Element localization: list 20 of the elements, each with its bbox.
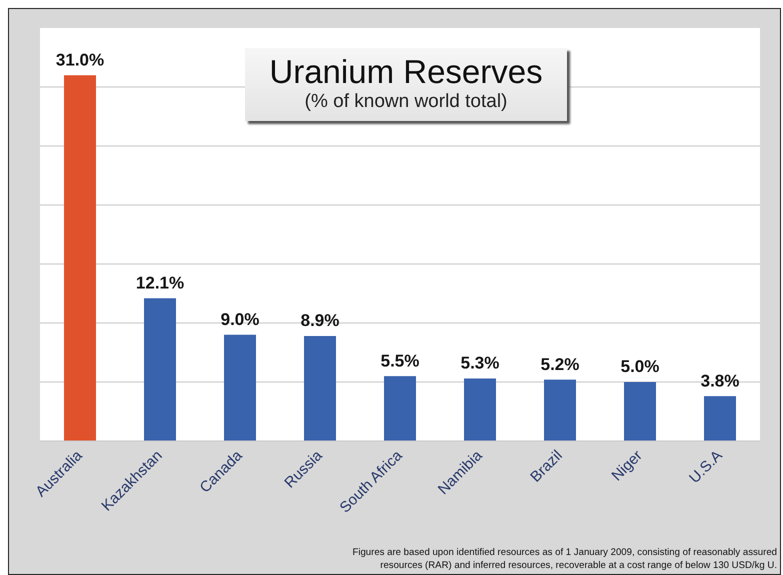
- bar: [704, 396, 736, 440]
- text: Figures are based upon identified resources as of 1 January 2009, consisting of reasonably assured resources (RAR) and inferred resources, recoverable at a cost range of below 130 USD/kg U.: [351, 546, 777, 572]
- bar: [464, 378, 496, 440]
- data-label: 12.1%: [136, 273, 184, 292]
- data-label: 5.2%: [540, 354, 580, 374]
- bar: [384, 376, 416, 440]
- bar: [624, 382, 656, 440]
- bar: [544, 380, 576, 440]
- bar: [64, 75, 96, 440]
- data-label: 5.0%: [620, 357, 660, 376]
- title-panel: Uranium Reserves (% of known world total): [245, 48, 567, 121]
- data-label: 5.3%: [460, 354, 500, 373]
- data-label: 9.0%: [220, 310, 260, 329]
- data-label: 8.9%: [300, 311, 340, 330]
- bar: [224, 334, 256, 440]
- bar: [304, 336, 336, 440]
- data-label: 3.8%: [700, 371, 740, 390]
- data-label: 31.0%: [56, 50, 104, 70]
- bar: [144, 298, 176, 440]
- data-label: 5.5%: [380, 351, 420, 370]
